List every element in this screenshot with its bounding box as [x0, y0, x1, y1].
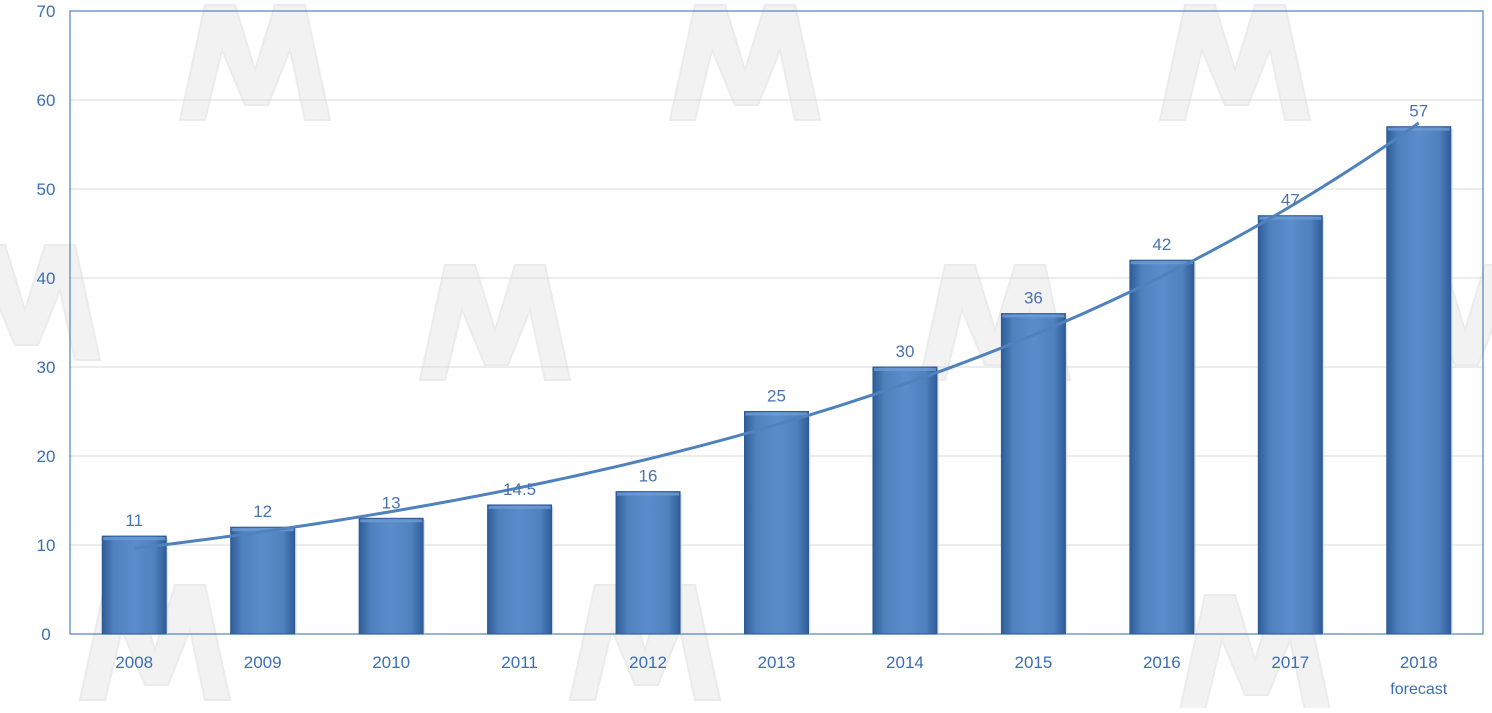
- x-tick-label: 2013: [758, 653, 796, 672]
- data-label: 30: [895, 342, 914, 361]
- x-tick-label: 2012: [629, 653, 667, 672]
- x-tick-label: 2009: [244, 653, 282, 672]
- x-tick-label: 2011: [501, 653, 538, 672]
- watermark-logo: [178, 4, 332, 121]
- x-tick-label: 2017: [1271, 653, 1309, 672]
- bar: [101, 535, 169, 635]
- x-tick-label: 2016: [1143, 653, 1181, 672]
- bar: [1386, 126, 1453, 635]
- trendline-path: [134, 121, 1420, 550]
- x-tick-label: 2018: [1400, 653, 1438, 672]
- data-label: 25: [767, 387, 786, 406]
- trendline: [134, 121, 1420, 550]
- watermark-logo: [1158, 4, 1312, 121]
- x-axis: 2008 2009 2010 2011 2012 2013 2014 2015 2016 2017…: [115, 653, 1447, 698]
- y-axis: 0 10 20 30 40 50 60 70: [37, 2, 56, 644]
- bar: [487, 504, 554, 635]
- data-label: 42: [1152, 235, 1171, 254]
- y-tick-label: 20: [37, 447, 56, 466]
- bar: [1257, 215, 1325, 635]
- x-tick-label: 2008: [115, 653, 153, 672]
- watermark-logo: [0, 244, 102, 361]
- bar: [230, 526, 297, 635]
- data-label: 57: [1409, 102, 1428, 121]
- data-label: 13: [382, 493, 401, 512]
- bar: [872, 366, 939, 635]
- bar: [1000, 313, 1068, 635]
- data-label: 16: [639, 467, 658, 486]
- data-label: 47: [1281, 191, 1300, 210]
- x-tick-label: 2010: [372, 653, 410, 672]
- y-tick-label: 70: [37, 2, 56, 21]
- bar: [1129, 259, 1196, 635]
- bars: [101, 126, 1453, 635]
- data-labels: 11 12 13 14.5 16 25 30 36 42 47 57: [125, 102, 1428, 530]
- x-tick-label: 2014: [886, 653, 924, 672]
- x-tick-label: 2015: [1014, 653, 1052, 672]
- y-tick-label: 10: [37, 536, 56, 555]
- watermark-logo: [668, 4, 822, 121]
- bar: [358, 517, 426, 635]
- watermark-logo: [418, 264, 572, 381]
- y-tick-label: 0: [41, 625, 50, 644]
- y-tick-label: 60: [37, 91, 56, 110]
- y-tick-label: 50: [37, 180, 56, 199]
- bar: [615, 491, 683, 635]
- x-tick-sublabel: forecast: [1390, 681, 1447, 698]
- y-tick-label: 30: [37, 358, 56, 377]
- grid-layer: [70, 99, 1483, 546]
- bar: [744, 411, 811, 635]
- data-label: 36: [1024, 289, 1043, 308]
- data-label: 14.5: [503, 480, 536, 499]
- data-label: 11: [125, 511, 143, 530]
- data-label: 12: [253, 502, 272, 521]
- y-tick-label: 40: [37, 269, 56, 288]
